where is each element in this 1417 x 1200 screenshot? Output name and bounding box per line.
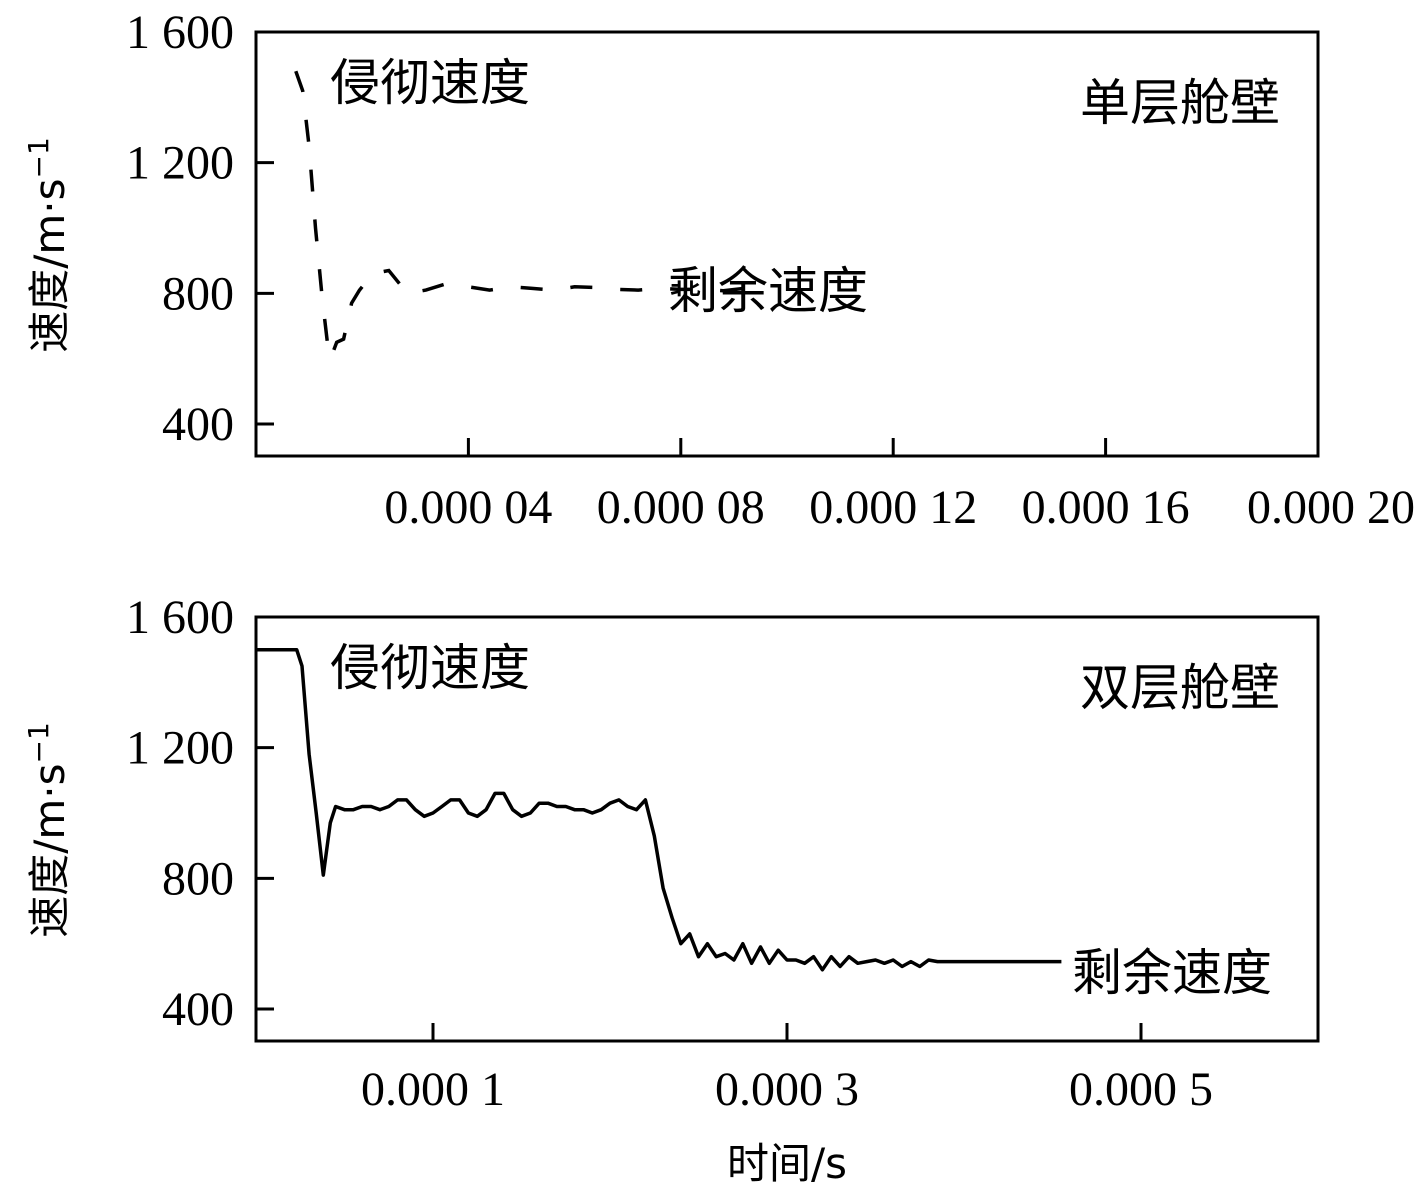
- x-tick-label: 0.000 5: [1069, 1063, 1213, 1116]
- x-tick-label: 0.000 04: [384, 481, 552, 534]
- x-axis-label-double: 时间/s: [727, 1139, 847, 1188]
- y-axis-label-single: 速度/m·s−1: [22, 137, 74, 353]
- y-tick-label: 1 600: [126, 6, 234, 59]
- annotation-residual-velocity-single: 剩余速度: [668, 262, 868, 320]
- x-ticks-double: 0.000 1 0.000 3 0.000 5: [361, 1023, 1213, 1116]
- x-tick-label: 0.000 1: [361, 1063, 505, 1116]
- annotation-residual-velocity-double: 剩余速度: [1072, 944, 1272, 1002]
- annotation-title-single: 单层舱壁: [1080, 74, 1280, 132]
- y-tick-label: 1 600: [126, 591, 234, 644]
- annotation-title-double: 双层舱壁: [1080, 659, 1280, 717]
- x-tick-label: 0.000 20: [1247, 481, 1415, 534]
- y-tick-label: 400: [162, 983, 234, 1036]
- y-tick-label: 800: [162, 852, 234, 905]
- series-line-double: [256, 647, 1062, 972]
- x-tick-label: 0.000 08: [597, 481, 765, 534]
- x-ticks-single: 0.000 04 0.000 08 0.000 12 0.000 16 0.000 20: [384, 438, 1415, 534]
- y-tick-label: 1 200: [126, 137, 234, 190]
- x-tick-label: 0.000 3: [715, 1063, 859, 1116]
- x-tick-label: 0.000 12: [809, 481, 977, 534]
- y-tick-label: 1 200: [126, 722, 234, 775]
- y-tick-label: 400: [162, 398, 234, 451]
- y-ticks-double: 400 800 1 200 1 600: [126, 591, 274, 1036]
- y-tick-label: 800: [162, 267, 234, 320]
- annotation-initial-velocity-single: 侵彻速度: [330, 54, 530, 112]
- panel-double-bulkhead: 速度/m·s−1 400 800 1 200 1 600 0.000 1 0.000 3…: [22, 591, 1320, 1188]
- x-tick-label: 0.000 16: [1022, 481, 1190, 534]
- plot-frame-single: [254, 30, 1320, 458]
- y-ticks-single: 400 800 1 200 1 600: [126, 6, 274, 451]
- annotation-initial-velocity-double: 侵彻速度: [330, 639, 530, 697]
- y-axis-label-double: 速度/m·s−1: [22, 722, 74, 938]
